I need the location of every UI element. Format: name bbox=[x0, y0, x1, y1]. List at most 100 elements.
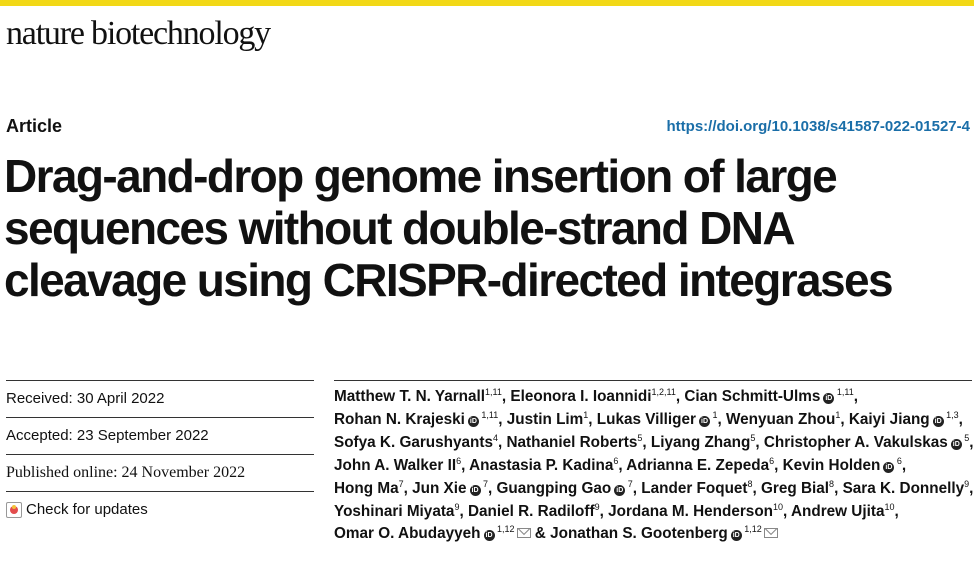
author-item[interactable]: Rohan N. Krajeski iD 1,11, bbox=[334, 409, 503, 428]
author-item[interactable]: Kaiyi Jiang iD 1,3, bbox=[848, 409, 963, 428]
author-name: Adrianna E. Zepeda bbox=[626, 456, 770, 474]
affiliation-marker: 10 bbox=[884, 501, 895, 512]
author-name: Eleonora I. Ioannidi bbox=[510, 388, 652, 405]
affiliation-marker: 1,11 bbox=[834, 387, 854, 397]
author-item[interactable]: John A. Walker II6, bbox=[334, 455, 466, 474]
mail-icon[interactable] bbox=[516, 528, 531, 539]
author-name: Nathaniel Roberts bbox=[506, 433, 638, 451]
author-item[interactable]: Hong Ma7, bbox=[334, 478, 408, 497]
affiliation-marker: 9 bbox=[454, 501, 460, 512]
author-name: Liyang Zhang bbox=[650, 433, 751, 451]
author-item[interactable]: Liyang Zhang5, bbox=[650, 432, 760, 451]
affiliation-marker: 5 bbox=[750, 432, 756, 443]
author-item[interactable]: Sara K. Donnelly9, bbox=[842, 478, 974, 497]
author-name: Jordana M. Henderson bbox=[608, 502, 774, 520]
author-name: Anastasia P. Kadina bbox=[469, 456, 614, 474]
orcid-icon[interactable]: iD bbox=[950, 438, 962, 450]
author-item[interactable]: Anastasia P. Kadina6, bbox=[469, 455, 623, 474]
article-type-label: Article bbox=[6, 116, 63, 136]
author-item[interactable]: Omar O. Abudayyeh iD 1,12 & bbox=[334, 524, 546, 543]
affiliation-marker: 7 bbox=[398, 478, 404, 489]
accepted-date: Accepted: 23 September 2022 bbox=[6, 417, 314, 454]
author-item[interactable]: Jun Xie iD 7, bbox=[412, 478, 493, 497]
author-item[interactable]: Guangping Gao iD 7, bbox=[496, 478, 638, 497]
affiliation-marker: 1,11 bbox=[485, 387, 502, 397]
author-item[interactable]: Lander Foquet8, bbox=[641, 478, 757, 497]
author-item[interactable]: Eleonora I. Ioannidi1,2,11, bbox=[510, 387, 681, 406]
author-name: Hong Ma bbox=[334, 479, 399, 497]
author-name: Kaiyi Jiang bbox=[848, 410, 930, 428]
affiliation-marker: 6 bbox=[894, 455, 902, 466]
check-updates-button[interactable]: Check for updates bbox=[6, 501, 314, 518]
author-item[interactable]: Jordana M. Henderson10, bbox=[608, 501, 788, 520]
author-item[interactable]: Cian Schmitt-Ulms iD 1,11, bbox=[684, 387, 858, 406]
title-line: cleavage using CRISPR-directed integrase… bbox=[4, 254, 894, 306]
affiliation-marker: 1,11 bbox=[478, 409, 499, 420]
orcid-icon[interactable]: iD bbox=[467, 415, 479, 427]
author-item[interactable]: Lukas Villiger iD 1, bbox=[596, 409, 722, 428]
author-name: Christopher A. Vakulskas bbox=[763, 433, 948, 451]
orcid-icon[interactable]: iD bbox=[883, 461, 895, 473]
author-name: Lander Foquet bbox=[641, 479, 748, 497]
affiliation-marker: 10 bbox=[773, 501, 784, 512]
author-item[interactable]: Adrianna E. Zepeda6, bbox=[626, 455, 779, 474]
author-item[interactable]: Daniel R. Radiloff9, bbox=[467, 501, 604, 520]
author-item[interactable]: Sofya K. Garushyants4, bbox=[334, 432, 503, 451]
title-line: sequences without double-strand DNA bbox=[4, 202, 796, 254]
author-name: Jun Xie bbox=[412, 479, 467, 497]
author-name: Sofya K. Garushyants bbox=[334, 433, 493, 451]
affiliation-marker: 7 bbox=[625, 478, 633, 489]
affiliation-marker: 9 bbox=[594, 501, 600, 512]
author-name: Jonathan S. Gootenberg bbox=[550, 525, 728, 543]
author-item[interactable]: Greg Bial8, bbox=[761, 478, 839, 497]
orcid-icon[interactable]: iD bbox=[483, 530, 495, 542]
author-item[interactable]: Jonathan S. Gootenberg iD 1,12 bbox=[550, 525, 778, 542]
orcid-icon[interactable]: iD bbox=[469, 484, 481, 496]
affiliation-marker: 1,12 bbox=[741, 524, 762, 535]
mail-icon[interactable] bbox=[763, 528, 778, 539]
affiliation-marker: 1,2,11 bbox=[651, 387, 676, 397]
orcid-icon[interactable]: iD bbox=[823, 393, 835, 404]
doi-link[interactable]: https://doi.org/10.1038/s41587-022-01527… bbox=[666, 118, 971, 135]
article-title: Drag-and-drop genome insertion of large … bbox=[4, 150, 970, 306]
author-item[interactable]: Christopher A. Vakulskas iD 5, bbox=[763, 432, 974, 451]
author-name: Yoshinari Miyata bbox=[334, 502, 455, 520]
affiliation-marker: 5 bbox=[961, 432, 970, 443]
affiliation-marker: 4 bbox=[492, 432, 498, 443]
orcid-icon[interactable]: iD bbox=[614, 484, 626, 496]
author-item[interactable]: Yoshinari Miyata9, bbox=[334, 501, 464, 520]
author-name: Justin Lim bbox=[506, 410, 584, 428]
author-name: Matthew T. N. Yarnall bbox=[334, 388, 486, 405]
author-name: Kevin Holden bbox=[782, 456, 881, 474]
journal-name[interactable]: nature biotechnology bbox=[6, 15, 271, 52]
author-name: Lukas Villiger bbox=[596, 410, 696, 428]
author-item[interactable]: Andrew Ujita10, bbox=[790, 501, 899, 520]
author-name: Wenyuan Zhou bbox=[726, 410, 836, 428]
affiliation-marker: 1 bbox=[835, 409, 841, 420]
author-name: Rohan N. Krajeski bbox=[334, 410, 465, 428]
orcid-icon[interactable]: iD bbox=[730, 530, 742, 542]
author-item[interactable]: Wenyuan Zhou1, bbox=[726, 409, 845, 428]
author-name: John A. Walker II bbox=[334, 456, 457, 474]
affiliation-marker: 6 bbox=[769, 455, 775, 466]
check-updates-icon bbox=[6, 501, 22, 518]
author-name: Greg Bial bbox=[761, 479, 830, 497]
author-name: Omar O. Abudayyeh bbox=[334, 525, 481, 543]
affiliation-marker: 5 bbox=[637, 432, 643, 443]
affiliation-marker: 6 bbox=[613, 455, 619, 466]
author-name: Guangping Gao bbox=[496, 479, 612, 497]
author-item[interactable]: Nathaniel Roberts5, bbox=[506, 432, 647, 451]
received-date: Received: 30 April 2022 bbox=[6, 380, 314, 417]
author-item[interactable]: Matthew T. N. Yarnall1,11, bbox=[334, 387, 507, 406]
orcid-icon[interactable]: iD bbox=[932, 415, 944, 427]
title-line: Drag-and-drop genome insertion of large bbox=[4, 150, 838, 202]
orcid-icon[interactable]: iD bbox=[699, 415, 710, 427]
affiliation-marker: 1,3 bbox=[943, 409, 959, 420]
check-updates-row: Check for updates bbox=[6, 491, 314, 528]
author-item[interactable]: Justin Lim1, bbox=[506, 409, 593, 428]
author-name: Sara K. Donnelly bbox=[842, 479, 965, 497]
author-item[interactable]: Kevin Holden iD 6, bbox=[782, 455, 907, 474]
affiliation-marker: 8 bbox=[829, 478, 835, 489]
author-list: Matthew T. N. Yarnall1,11, Eleonora I. I… bbox=[334, 386, 974, 546]
affiliation-marker: 1 bbox=[710, 409, 718, 420]
